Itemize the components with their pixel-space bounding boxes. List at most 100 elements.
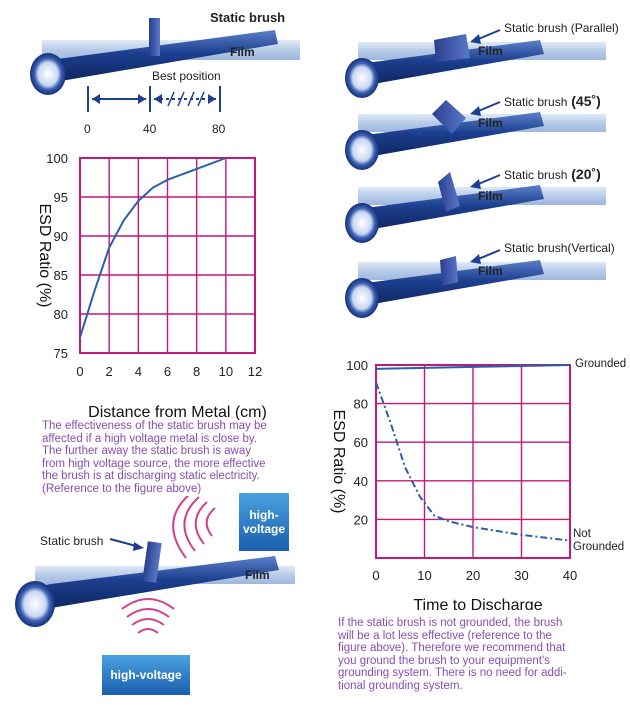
y-axis-label: ESD Ratio (%) [36,203,53,307]
arrow-head-icon [470,106,481,116]
not-grounded-line [375,382,571,542]
brush-label-text: Static brush [504,95,568,109]
x-axis-label: Distance from Metal (cm) [88,404,267,420]
grounded-label: Grounded [575,358,626,370]
arrow-head-icon [470,254,481,264]
brush-label-text: Static brush [504,168,568,182]
arrow-icon [475,101,501,113]
position-scale [87,86,221,112]
x-tick-label: 2 [106,364,113,379]
y-axis-label: ESD Ratio (%) [330,409,347,513]
right-film-label-3: Film [478,189,503,203]
high-voltage-box-top: high-voltage [239,493,289,551]
desc2-line-6: tional grounding system. [338,679,463,692]
desc1-line-4: from high voltage source, the more effec… [42,457,266,470]
bottom-left-roller-illustration [15,541,295,627]
radiation-waves-icon [121,598,175,634]
x-tick-label: 20 [466,568,480,583]
hv-top-line2: voltage [242,522,285,536]
desc2-line-2: will be a lot less effective (reference … [338,629,552,642]
top-left-roller-illustration [30,18,300,95]
desc2-line-4: you ground the brush to your equipment's [338,654,550,667]
roller-end [345,130,379,170]
desc1-line-1: The effectiveness of the static brush ma… [42,420,267,432]
brush-angle-text: (20˚) [567,166,601,182]
x-tick-label: 40 [563,568,577,583]
y-tick-label: 20 [354,512,368,527]
y-tick-label: 100 [346,358,368,373]
desc2-line-3: figure above). Therefore we recommend th… [338,642,566,654]
distance-description: The effectiveness of the static brush ma… [42,420,302,495]
x-tick-label: 10 [219,364,233,379]
y-tick-label: 85 [54,268,68,283]
film-label: Film [230,45,255,59]
arrow-head-icon [470,34,481,44]
plot-frame [79,157,256,354]
static-brush-icon [434,34,470,62]
roller-body [50,30,278,82]
static-brush-icon [440,256,458,286]
static-brush-icon [438,172,460,212]
desc1-line-6: (Reference to the figure above) [42,482,202,495]
not-grounded-label-line2: Grounded [573,541,624,553]
static-brush-icon [432,100,466,134]
y-tick-label: 60 [354,435,368,450]
roller-body [358,112,544,158]
desc1-line-3: The further away the static brush is awa… [42,445,252,457]
y-tick-label: 80 [354,397,368,412]
brush-label-text: Static brush(Vertical) [504,241,615,255]
y-tick-label: 80 [54,307,68,322]
right-brush-label-2: Static brush (45˚) [504,93,601,109]
scale-80: 80 [212,122,226,136]
bottom-brush-label: Static brush [40,534,104,548]
static-brush-icon [142,541,162,583]
roller-body [358,260,544,306]
esd-distance-chart: 0 2 4 6 8 10 12 100 95 90 85 80 75 Distance from Meta… [36,151,267,420]
radiation-waves-icon [172,496,216,559]
best-position-label: Best position [152,69,221,83]
y-tick-label: 95 [54,190,68,205]
y-tick-label: 100 [46,151,68,166]
y-tick-label: 75 [54,346,68,361]
roller-body [358,40,544,86]
right-brush-label-3: Static brush (20˚) [504,166,601,182]
x-tick-label: 4 [135,364,142,379]
plot-frame [375,364,571,559]
x-tick-label: 12 [248,364,262,379]
x-axis-label: Time to Discharge [413,597,542,610]
arrow-icon [475,249,501,261]
roller-end [30,53,66,95]
esd-time-chart: 0 10 20 30 4010080604020GroundedNotGroundedT… [330,358,626,610]
scale-40: 40 [143,122,157,136]
roller-end [345,278,379,318]
right-brush-label-1: Static brush (Parallel) [504,21,619,35]
x-tick-label: 10 [417,568,431,583]
roller-body [358,185,544,231]
static-brush-icon [149,18,160,56]
y-tick-label: 40 [354,474,368,489]
grounded-line [375,364,571,370]
hv-top-line1: high- [249,508,279,522]
x-tick-label: 0 [372,568,379,583]
high-voltage-box-bottom: high-voltage [102,655,190,695]
x-tick-label: 8 [193,364,200,379]
desc1-line-5: the brush is at discharging static elect… [42,470,260,482]
right-brush-label-4: Static brush(Vertical) [504,241,615,255]
arrow-icon [109,538,144,551]
x-tick-label: 6 [164,364,171,379]
brush-label-text: Static brush (Parallel) [504,21,619,35]
not-grounded-label-line1: Not [573,528,592,540]
roller-end [345,203,379,243]
right-film-label-4: Film [478,264,503,278]
arrow-icon [475,174,501,186]
desc1-line-2: affected if a high voltage metal is clos… [42,432,258,445]
x-tick-label: 0 [76,364,83,379]
bottom-film-label: Film [245,568,270,582]
right-film-label-1: Film [478,44,503,58]
desc2-line-5: grounding system. There is no need for a… [338,667,567,679]
esd-distance-line [79,157,227,338]
roller-end [345,58,379,98]
ground-description: If the static brush is not grounded, the… [338,617,608,692]
brush-angle-text: (45˚) [567,93,601,109]
static-brush-title: Static brush [210,10,286,25]
